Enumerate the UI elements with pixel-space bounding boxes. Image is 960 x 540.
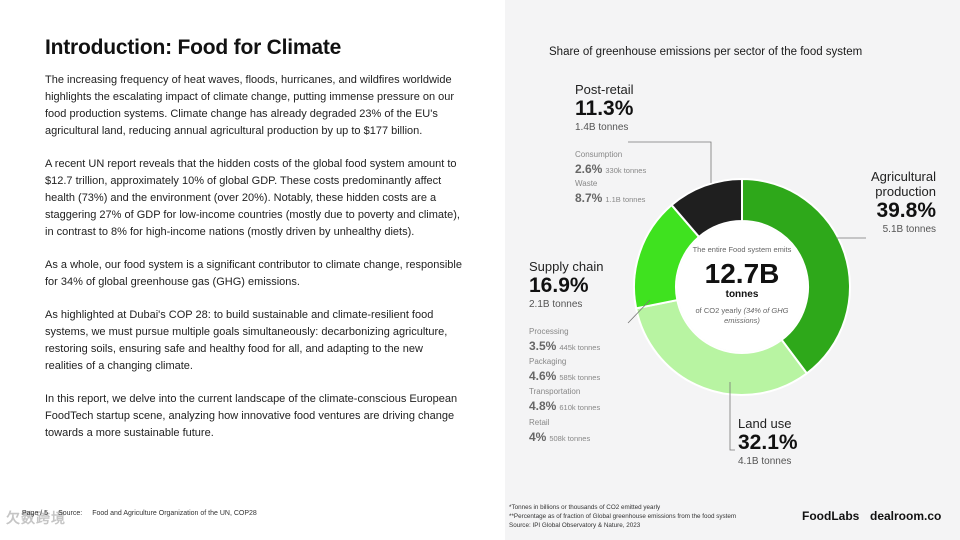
sub-processing: Processing 3.5% 445k tonnes [529, 327, 600, 355]
retail-pct: 4% [529, 430, 547, 444]
consumption-name: Consumption [575, 150, 623, 159]
label-agricultural: Agricultural production 39.8% 5.1B tonne… [836, 169, 936, 236]
packaging-name: Packaging [529, 357, 567, 366]
dealroom-logo: dealroom.co [870, 509, 942, 523]
post-retail-tonnes: 1.4B tonnes [575, 122, 629, 133]
page-footer: Page / 5 Source: Food and Agriculture Or… [22, 510, 257, 517]
paragraph-5: In this report, we delve into the curren… [45, 393, 458, 439]
sub-retail: Retail 4% 508k tonnes [529, 418, 590, 446]
center-line3: of CO2 yearly (34% of GHG emissions) [692, 306, 792, 326]
label-post-retail: Post-retail 11.3% 1.4B tonnes [575, 82, 634, 134]
supply-chain-name: Supply chain [529, 259, 604, 274]
label-supply-chain: Supply chain 16.9% 2.1B tonnes [529, 259, 603, 311]
packaging-tonnes: 585k tonnes [559, 373, 601, 382]
footnotes: *Tonnes in billions or thousands of CO2 … [509, 503, 736, 530]
source-text: Food and Agriculture Organization of the… [92, 510, 257, 517]
retail-name: Retail [529, 418, 550, 427]
source-label: Source: [58, 510, 83, 517]
donut-hole [677, 222, 807, 352]
consumption-tonnes: 330k tonnes [605, 166, 647, 175]
retail-tonnes: 508k tonnes [549, 434, 591, 443]
waste-pct: 8.7% [575, 191, 603, 205]
center-line3-italic: (34% of GHG emissions) [724, 306, 789, 325]
post-retail-pct: 11.3% [575, 97, 634, 120]
center-unit: tonnes [725, 289, 759, 300]
sub-consumption: Consumption 2.6% 330k tonnes [575, 150, 646, 178]
paragraph-3: As a whole, our food system is a signifi… [45, 259, 462, 288]
chart-title: Share of greenhouse emissions per sector… [549, 46, 863, 58]
page-number: Page / 5 [22, 510, 49, 517]
agricultural-pct: 39.8% [876, 199, 936, 222]
transportation-name: Transportation [529, 387, 581, 396]
donut-slice-agricultural [741, 177, 851, 375]
footnote-2: **Percentage as of fraction of Global gr… [509, 513, 737, 520]
transportation-tonnes: 610k tonnes [559, 403, 601, 412]
foodlabs-logo: FoodLabs [802, 509, 860, 523]
post-retail-name: Post-retail [575, 82, 634, 97]
paragraph-4: As highlighted at Dubai's COP 28: to bui… [45, 309, 448, 372]
consumption-pct: 2.6% [575, 162, 603, 176]
donut-slice-post-retail [670, 177, 743, 239]
leader-post-retail [628, 141, 712, 183]
supply-chain-pct: 16.9% [529, 274, 589, 297]
land-use-pct: 32.1% [738, 431, 798, 454]
supply-chain-tonnes: 2.1B tonnes [529, 299, 583, 310]
center-line1: The entire Food system emits [692, 245, 792, 254]
intro-body: The increasing frequency of heat waves, … [45, 72, 463, 458]
waste-name: Waste [575, 179, 598, 188]
land-use-name: Land use [738, 416, 792, 431]
sub-packaging: Packaging 4.6% 585k tonnes [529, 357, 600, 385]
sub-waste: Waste 8.7% 1.1B tonnes [575, 179, 645, 207]
paragraph-1: The increasing frequency of heat waves, … [45, 74, 455, 137]
footnote-1: *Tonnes in billions or thousands of CO2 … [509, 504, 661, 511]
agricultural-name: Agricultural production [870, 169, 936, 199]
watermark: 欠数跨境 [6, 510, 66, 526]
waste-tonnes: 1.1B tonnes [605, 195, 646, 204]
land-use-tonnes: 4.1B tonnes [738, 456, 792, 467]
processing-pct: 3.5% [529, 339, 557, 353]
text-panel [0, 0, 505, 540]
center-value: 12.7B [704, 258, 780, 289]
leader-supply-chain [627, 299, 651, 324]
agricultural-tonnes: 5.1B tonnes [882, 224, 936, 235]
packaging-pct: 4.6% [529, 369, 557, 383]
label-land-use: Land use 32.1% 4.1B tonnes [738, 416, 798, 468]
donut-center: The entire Food system emits 12.7B tonne… [692, 245, 792, 326]
processing-name: Processing [529, 327, 569, 336]
processing-tonnes: 445k tonnes [559, 343, 601, 352]
page-title: Introduction: Food for Climate [45, 36, 342, 59]
donut-slice-land-use [634, 298, 809, 396]
center-line3-text: of CO2 yearly [695, 306, 742, 315]
footnote-3: Source: IPI Global Observatory & Nature,… [509, 522, 641, 529]
leader-land-use [729, 382, 735, 451]
sub-transportation: Transportation 4.8% 610k tonnes [529, 387, 600, 415]
paragraph-2: A recent UN report reveals that the hidd… [45, 158, 460, 238]
transportation-pct: 4.8% [529, 399, 557, 413]
